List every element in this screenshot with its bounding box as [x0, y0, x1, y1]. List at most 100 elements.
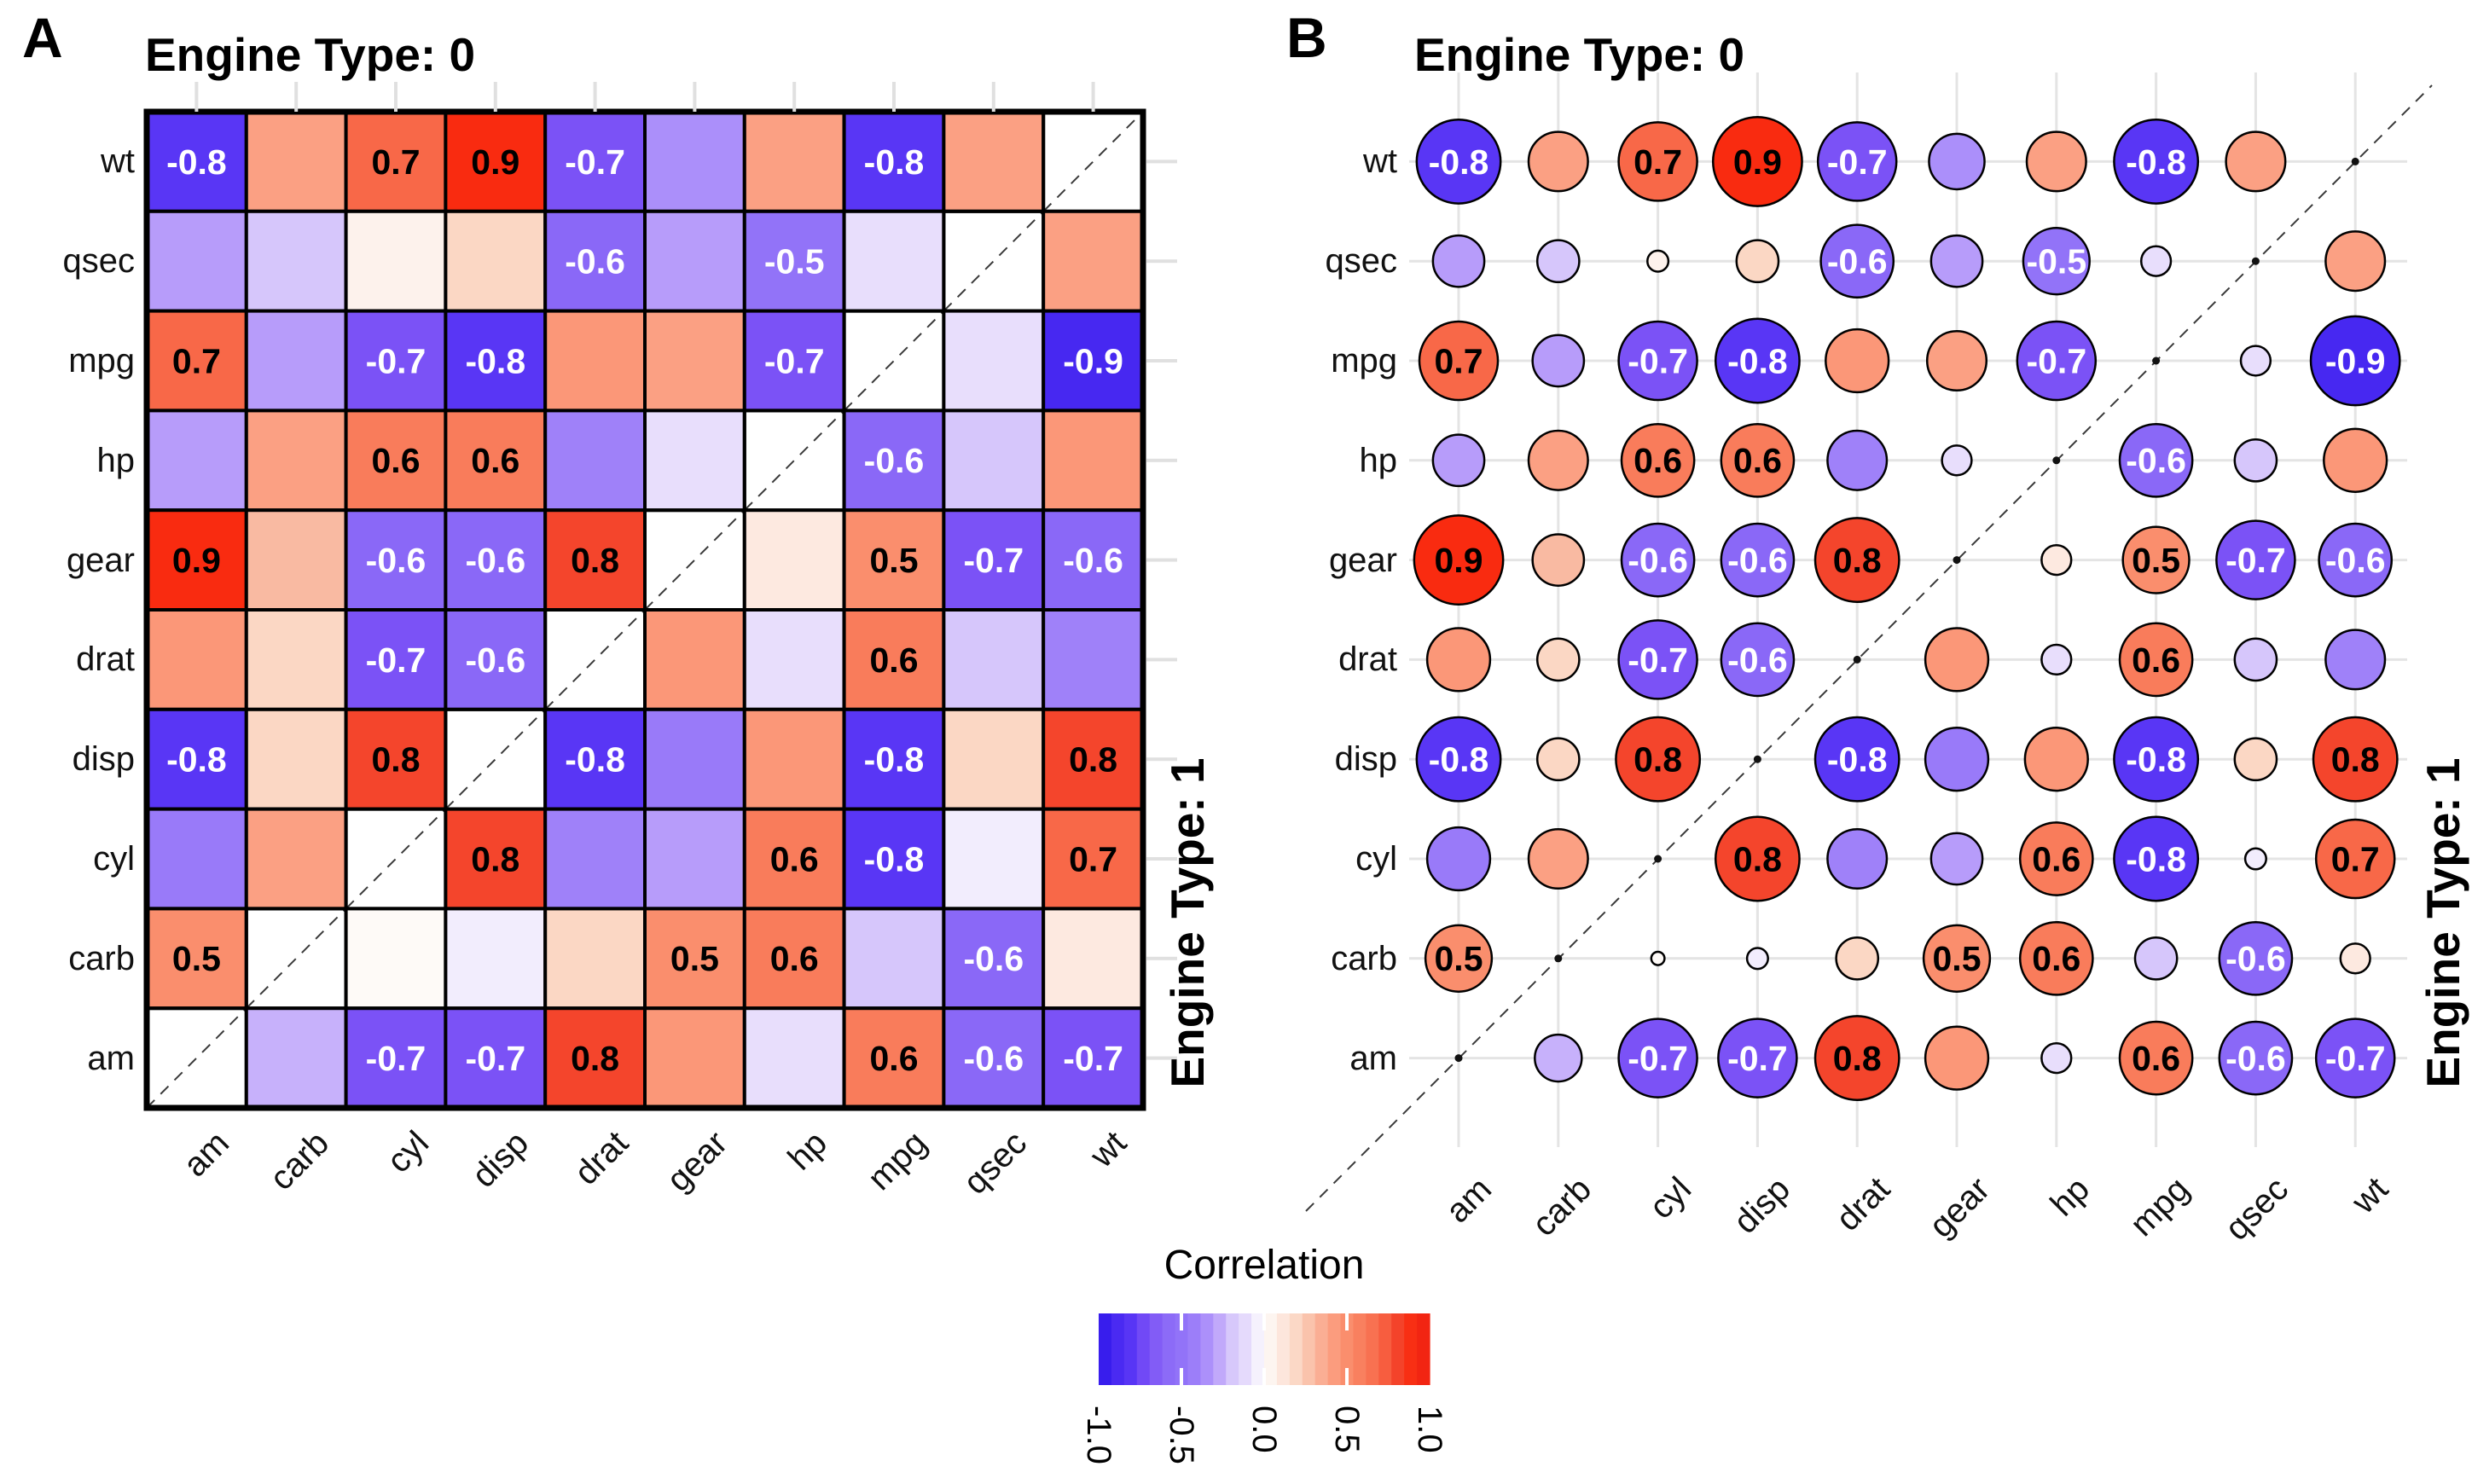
cell-value-label: 0.8	[1069, 740, 1117, 780]
correlation-circle	[2323, 427, 2388, 493]
legend-gradient-step	[1149, 1313, 1163, 1385]
matrix-cell	[543, 807, 647, 911]
matrix-cell	[244, 807, 348, 911]
matrix-cell	[842, 409, 946, 513]
panel-b-diagonal-dot	[2052, 456, 2061, 465]
matrix-cell	[643, 1006, 746, 1110]
correlation-circle	[1720, 422, 1796, 498]
correlation-circle	[2139, 245, 2173, 277]
matrix-cell	[742, 209, 846, 313]
correlation-circle	[1413, 514, 1505, 606]
circle-value-label: 0.6	[1633, 441, 1682, 480]
correlation-circle	[1617, 1017, 1698, 1099]
matrix-cell	[344, 707, 448, 811]
correlation-circle	[2113, 118, 2200, 205]
matrix-cell	[543, 707, 647, 811]
correlation-circle	[2233, 637, 2278, 682]
matrix-cell	[942, 508, 1046, 612]
correlation-circle	[1929, 234, 1984, 288]
legend-tick-label: -1.0	[1080, 1406, 1117, 1464]
panel-b-diagonal-dot	[1554, 954, 1563, 963]
panel-a-top-tick	[991, 82, 995, 112]
matrix-cell	[1042, 907, 1145, 1011]
correlation-circle	[1720, 622, 1796, 698]
y-axis-label: hp	[96, 441, 136, 479]
panel-b-diagonal-dot	[1853, 655, 1861, 664]
correlation-circle	[2113, 716, 2200, 803]
correlation-circle	[1720, 522, 1796, 598]
correlation-circle	[2113, 815, 2200, 902]
correlation-circle	[2314, 1017, 2396, 1099]
panel-b-letter: B	[1286, 6, 1327, 69]
correlation-circle	[1735, 239, 1780, 284]
cell-value-label: -0.8	[166, 142, 227, 182]
panel-a-top-tick	[792, 82, 797, 112]
circle-value-label: -0.7	[1628, 341, 1688, 380]
circle-value-label: 0.8	[1833, 1039, 1882, 1078]
panel-a-right-tick	[1146, 458, 1177, 462]
circle-value-label: -0.6	[1827, 242, 1888, 281]
circle-value-label: 0.5	[2132, 541, 2180, 580]
correlation-circle	[2318, 522, 2394, 598]
legend-title: Correlation	[1163, 1243, 1365, 1288]
correlation-circle	[1714, 317, 1801, 404]
correlation-circle	[1745, 947, 1769, 971]
matrix-cell	[942, 409, 1046, 513]
cell-value-label: 0.9	[172, 541, 221, 580]
correlation-circle	[1819, 223, 1895, 299]
panel-a-right-tick	[1146, 159, 1177, 164]
matrix-cell	[543, 309, 647, 413]
cell-value-label: -0.6	[1063, 541, 1123, 580]
matrix-cell	[643, 608, 746, 711]
correlation-circle	[1928, 132, 1986, 191]
cell-value-label: 0.6	[372, 441, 421, 480]
correlation-circle	[2022, 227, 2091, 296]
correlation-circle	[1617, 619, 1698, 700]
cell-value-label: 0.7	[372, 142, 421, 182]
circle-value-label: 0.9	[1733, 142, 1782, 182]
matrix-cell	[942, 807, 1046, 911]
correlation-circle	[2218, 920, 2294, 996]
correlation-circle	[1617, 320, 1698, 402]
panel-a-diagonal-dash	[744, 409, 845, 511]
correlation-circle	[2215, 519, 2296, 600]
legend-gradient-step	[1289, 1313, 1303, 1385]
correlation-circle	[1418, 320, 1500, 402]
cell-value-label: 0.8	[571, 541, 619, 580]
panel-a-right-tick	[1146, 658, 1177, 662]
cell-value-label: -0.8	[864, 142, 925, 182]
matrix-cell	[942, 110, 1046, 213]
correlation-circle	[1924, 727, 1990, 792]
cell-value-label: -0.6	[864, 441, 925, 480]
panel-a-top-tick	[693, 82, 697, 112]
cell-value-label: 0.6	[770, 939, 819, 978]
y-axis-label: cyl	[93, 840, 135, 878]
legend-tick-label: -0.5	[1163, 1406, 1200, 1464]
matrix-cell	[643, 907, 746, 1011]
cell-value-label: 0.6	[770, 839, 819, 878]
correlation-circle	[2339, 942, 2371, 975]
correlation-circle	[2243, 847, 2267, 871]
matrix-cell	[643, 209, 746, 313]
correlation-circle	[1924, 1025, 1990, 1091]
matrix-cell	[344, 1006, 448, 1110]
circle-value-label: 0.8	[1633, 740, 1682, 780]
y-axis-label: wt	[1363, 142, 1397, 181]
panel-b-diagonal-dot	[2152, 357, 2161, 365]
circle-value-label: 0.5	[1933, 939, 1982, 978]
legend-gradient-step	[1111, 1313, 1125, 1385]
legend-bar-tick	[1345, 1368, 1349, 1385]
circle-value-label: -0.9	[2325, 341, 2386, 380]
matrix-cell	[145, 409, 248, 513]
panel-b-diagonal-dot	[2251, 257, 2260, 265]
correlation-circle	[2312, 716, 2399, 803]
cell-value-label: 0.6	[870, 641, 919, 680]
panel-a-diagonal-dash	[943, 211, 1044, 312]
cell-value-label: -0.8	[166, 740, 227, 780]
cell-value-label: -0.6	[565, 242, 625, 281]
matrix-cell	[742, 1006, 846, 1110]
correlation-circle	[2309, 315, 2401, 407]
correlation-circle	[1826, 827, 1889, 890]
legend-gradient-step	[1302, 1313, 1316, 1385]
